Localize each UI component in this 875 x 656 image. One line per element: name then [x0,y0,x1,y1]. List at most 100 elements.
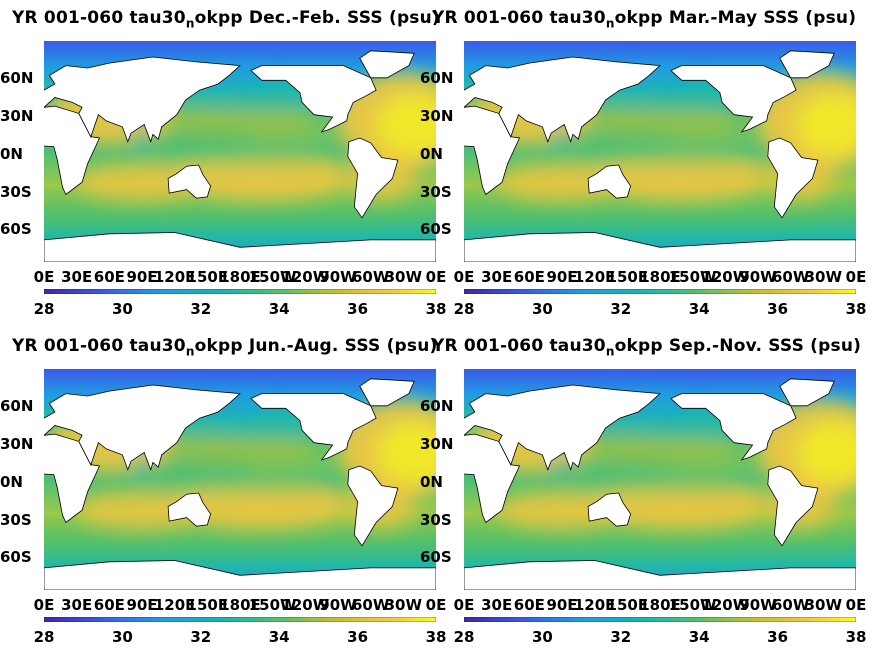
lon-tick-label: 0E [845,596,867,614]
colorbar-tick-label: 34 [268,300,290,318]
land-mass [44,384,241,471]
land-mass [250,65,377,133]
lon-tick-label: 120E [573,268,616,286]
land-mass [464,56,661,143]
lon-tick-label: 150W [248,268,297,286]
title-subscript: n [185,16,195,31]
lon-tick-label: 90E [546,268,578,286]
lon-tick-label: 180E [639,596,681,614]
land-mass [44,232,436,262]
colorbar [44,617,436,622]
lon-tick-label: 150E [606,268,649,286]
map-panel: YR 001-060 tau30nokpp Dec.-Feb. SSS (psu… [0,0,446,328]
title-suffix: okpp Dec.-Feb. SSS (psu) [194,8,440,28]
title-prefix: YR 001-060 tau30 [12,8,186,28]
colorbar-tick-label: 30 [531,628,553,646]
colorbar [464,289,856,294]
title-prefix: YR 001-060 tau30 [432,8,606,28]
land-mass [44,105,101,196]
lat-tick-label: 0N [420,473,443,491]
land-mass [44,560,436,590]
colorbar-tick-label: 30 [531,300,553,318]
colorbar-tick-label: 32 [190,628,212,646]
lon-tick-label: 30E [61,596,93,614]
lat-tick-label: 30N [0,435,34,453]
lon-tick-label: 30E [481,596,513,614]
title-prefix: YR 001-060 tau30 [12,336,186,356]
panel-title: YR 001-060 tau30nokpp Jun.-Aug. SSS (psu… [12,336,438,358]
colorbar-tick-label: 28 [33,300,55,318]
panel-title: YR 001-060 tau30nokpp Dec.-Feb. SSS (psu… [12,8,440,30]
lat-tick-label: 60S [420,548,452,566]
lat-tick-label: 30S [420,511,452,529]
panel-title: YR 001-060 tau30nokpp Sep.-Nov. SSS (psu… [432,336,861,358]
colorbar-tick-label: 32 [610,628,632,646]
panel-title: YR 001-060 tau30nokpp Mar.-May SSS (psu) [432,8,856,30]
lat-tick-label: 60N [420,397,454,415]
lon-tick-label: 120E [153,596,196,614]
lon-tick-label: 120W [281,596,330,614]
map-panel: YR 001-060 tau30nokpp Mar.-May SSS (psu)… [420,0,866,328]
colorbar-tick-label: 32 [190,300,212,318]
lon-tick-label: 150W [248,596,297,614]
land-mass [44,433,101,524]
lon-tick-label: 60E [93,596,125,614]
lon-tick-label: 60W [351,268,390,286]
land-mass [167,164,212,199]
salinity-anomalies [44,65,436,229]
lon-tick-label: 120W [281,268,330,286]
colorbar-tick-label: 32 [610,300,632,318]
land-mass [44,56,241,143]
lon-tick-label: 30E [61,268,93,286]
colorbar-tick-label: 30 [111,628,133,646]
lon-tick-label: 0E [33,596,55,614]
sss-map [44,369,436,590]
lon-tick-label: 90W [739,596,777,614]
land-mass [250,393,377,461]
land-mass [167,492,212,527]
lon-tick-label: 0E [425,268,447,286]
colorbar-tick-label: 34 [268,628,290,646]
land-mass [347,137,399,219]
lat-tick-label: 30S [0,183,32,201]
colorbar-tick-label: 34 [688,628,710,646]
colorbar [44,289,436,294]
lon-tick-label: 150W [668,596,717,614]
colorbar-tick-label: 38 [425,628,447,646]
lon-tick-label: 0E [845,268,867,286]
lat-tick-label: 30N [0,107,34,125]
lon-tick-label: 30W [384,596,423,614]
lat-tick-label: 60N [0,397,34,415]
sss-map [464,41,856,262]
colorbar-tick-label: 28 [453,628,475,646]
land-mass [767,465,819,547]
lat-tick-label: 0N [0,473,23,491]
lon-tick-label: 30W [384,268,423,286]
title-prefix: YR 001-060 tau30 [432,336,606,356]
colorbar-tick-label: 38 [425,300,447,318]
lon-tick-label: 150E [606,596,649,614]
land-mass [359,378,415,407]
land-mass [464,433,521,524]
colorbar-tick-label: 28 [33,628,55,646]
colorbar [464,617,856,622]
sss-map [44,41,436,262]
lon-tick-label: 90E [546,596,578,614]
lon-tick-label: 30E [481,268,513,286]
colorbar-tick-label: 38 [845,300,867,318]
title-subscript: n [605,344,615,359]
land-mass [767,137,819,219]
land-mass [359,50,415,79]
lon-tick-label: 150E [186,268,229,286]
title-subscript: n [605,16,615,31]
land-mass [347,465,399,547]
lon-tick-label: 30W [804,268,843,286]
colorbar-tick-label: 28 [453,300,475,318]
lon-tick-label: 180E [639,268,681,286]
lon-tick-label: 60E [513,596,545,614]
title-suffix: okpp Mar.-May SSS (psu) [614,8,857,28]
lat-tick-label: 60S [0,548,32,566]
lon-tick-label: 90W [319,596,357,614]
lon-tick-label: 90W [739,268,777,286]
lon-tick-label: 60E [93,268,125,286]
